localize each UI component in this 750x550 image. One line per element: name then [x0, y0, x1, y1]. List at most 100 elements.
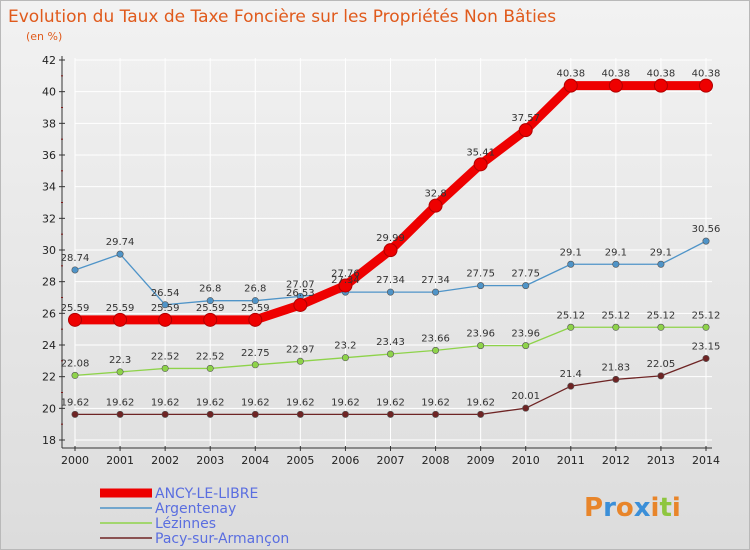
- data-label: 19.62: [151, 397, 180, 408]
- data-point: [657, 260, 665, 268]
- data-point: [612, 375, 620, 383]
- logo-letter: t: [659, 493, 671, 523]
- data-point: [206, 364, 214, 372]
- data-point: [251, 410, 259, 418]
- data-label: 22.75: [241, 348, 270, 359]
- data-label: 21.83: [602, 362, 631, 373]
- data-point: [386, 350, 394, 358]
- data-point: [386, 288, 394, 296]
- axes: 18 20 22 24 26 28 30 32 34 36 38 40 42 2000 2001 2002 20…: [42, 54, 720, 467]
- data-point: [432, 288, 440, 296]
- y-tick-label: 26: [42, 307, 56, 320]
- data-label: 27.07: [286, 279, 315, 290]
- data-point: [71, 266, 79, 274]
- data-point: [68, 312, 82, 327]
- data-point: [432, 346, 440, 354]
- y-tick-label: 32: [42, 212, 56, 225]
- data-label: 27.34: [421, 275, 450, 286]
- logo-letter: i: [672, 493, 681, 523]
- data-point: [567, 382, 575, 390]
- data-label: 22.52: [151, 351, 180, 362]
- data-point: [296, 410, 304, 418]
- data-point: [567, 323, 575, 331]
- data-point: [341, 354, 349, 362]
- data-label: 40.38: [692, 69, 721, 80]
- data-label: 22.52: [196, 351, 225, 362]
- data-label: 19.62: [466, 397, 495, 408]
- data-point: [296, 357, 304, 365]
- data-point: [383, 243, 398, 258]
- data-point: [116, 410, 124, 418]
- data-label: 25.12: [647, 310, 676, 321]
- data-point: [158, 312, 173, 327]
- data-label: 21.4: [560, 369, 582, 380]
- logo-letter: r: [603, 493, 616, 523]
- y-tick-label: 28: [42, 276, 56, 289]
- x-tick-label: 2005: [286, 454, 314, 467]
- data-label: 29.1: [605, 247, 627, 258]
- data-point: [338, 278, 353, 293]
- series-group: [68, 78, 713, 418]
- data-point: [612, 323, 620, 331]
- data-point: [251, 361, 259, 369]
- data-label: 23.43: [376, 337, 405, 348]
- x-tick-label: 2014: [692, 454, 720, 467]
- data-point: [699, 78, 713, 93]
- data-label: 22.08: [61, 358, 90, 369]
- x-tick-label: 2006: [331, 454, 359, 467]
- logo-letter: i: [651, 493, 660, 523]
- legend-label: Lézinnes: [155, 516, 216, 532]
- data-label: 25.12: [692, 310, 721, 321]
- data-point: [161, 364, 169, 372]
- data-label: 26.8: [199, 284, 221, 295]
- y-tick-label: 30: [42, 244, 56, 257]
- data-point: [293, 297, 308, 312]
- data-label: 23.15: [692, 341, 721, 352]
- data-point: [203, 312, 218, 327]
- data-label: 23.2: [334, 341, 356, 352]
- data-label: 40.38: [602, 69, 631, 80]
- data-point: [567, 260, 575, 268]
- y-tick-label: 36: [42, 149, 56, 162]
- data-point: [657, 323, 665, 331]
- x-tick-label: 2009: [467, 454, 495, 467]
- data-point: [522, 342, 530, 350]
- x-tick-label: 2000: [61, 454, 89, 467]
- x-tick-label: 2011: [557, 454, 585, 467]
- data-label: 22.3: [109, 355, 131, 366]
- data-label: 40.38: [647, 69, 676, 80]
- data-label: 25.59: [151, 303, 180, 314]
- data-point: [432, 410, 440, 418]
- data-point: [657, 372, 665, 380]
- chart-subtitle: (en %): [26, 30, 62, 43]
- data-label: 23.96: [466, 329, 495, 340]
- data-label: 40.38: [556, 69, 585, 80]
- data-point: [702, 354, 710, 362]
- y-tick-label: 18: [42, 434, 56, 447]
- data-label: 25.59: [61, 303, 90, 314]
- data-label: 26.53: [286, 288, 315, 299]
- data-point: [428, 198, 443, 213]
- data-label: 25.59: [241, 303, 270, 314]
- data-point: [702, 323, 710, 331]
- x-tick-label: 2013: [647, 454, 675, 467]
- data-label: 19.62: [376, 397, 405, 408]
- x-tick-label: 2012: [602, 454, 630, 467]
- data-label: 27.75: [466, 269, 495, 280]
- data-point: [702, 237, 710, 245]
- data-point: [518, 123, 533, 138]
- data-label: 26.54: [151, 288, 180, 299]
- data-label: 30.56: [692, 224, 721, 235]
- data-point: [206, 410, 214, 418]
- y-tick-label: 22: [42, 371, 56, 384]
- y-tick-label: 24: [42, 339, 56, 352]
- data-point: [113, 312, 128, 327]
- data-point: [206, 297, 214, 305]
- data-point: [248, 312, 263, 327]
- logo-letter: o: [616, 493, 634, 523]
- data-point: [71, 371, 79, 379]
- data-point: [251, 297, 259, 305]
- x-tick-label: 2001: [106, 454, 134, 467]
- logo-letter: x: [634, 493, 651, 523]
